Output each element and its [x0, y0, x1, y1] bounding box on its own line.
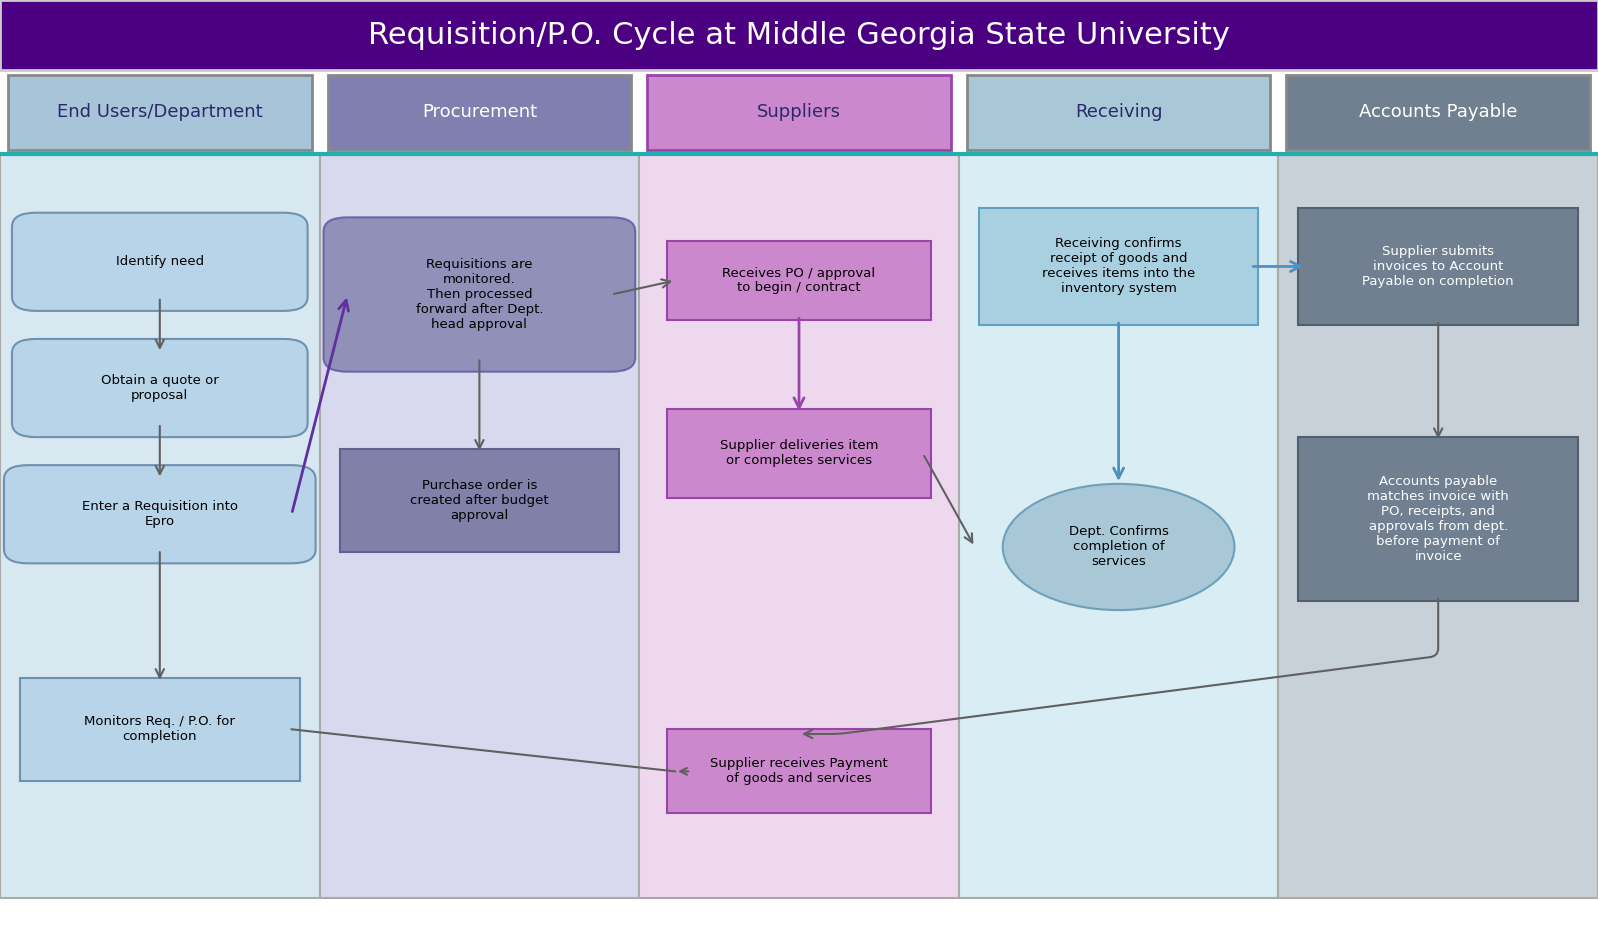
Text: Dept. Confirms
completion of
services: Dept. Confirms completion of services	[1069, 525, 1168, 568]
FancyBboxPatch shape	[1286, 75, 1590, 150]
FancyBboxPatch shape	[668, 729, 930, 813]
Text: Enter a Requisition into
Epro: Enter a Requisition into Epro	[81, 500, 238, 528]
Text: Supplier submits
invoices to Account
Payable on completion: Supplier submits invoices to Account Pay…	[1363, 245, 1513, 288]
Text: Supplier deliveries item
or completes services: Supplier deliveries item or completes se…	[719, 439, 879, 468]
FancyBboxPatch shape	[668, 410, 930, 497]
FancyBboxPatch shape	[978, 209, 1259, 325]
Text: Procurement: Procurement	[422, 103, 537, 122]
Text: Receiving: Receiving	[1075, 103, 1162, 122]
Ellipse shape	[1004, 484, 1235, 611]
FancyBboxPatch shape	[0, 0, 1598, 70]
FancyBboxPatch shape	[19, 678, 300, 781]
FancyBboxPatch shape	[1298, 209, 1579, 325]
FancyBboxPatch shape	[1298, 438, 1579, 601]
Text: Purchase order is
created after budget
approval: Purchase order is created after budget a…	[411, 479, 548, 522]
Text: Accounts payable
matches invoice with
PO, receipts, and
approvals from dept.
bef: Accounts payable matches invoice with PO…	[1368, 475, 1509, 563]
FancyBboxPatch shape	[8, 75, 312, 150]
FancyBboxPatch shape	[340, 449, 620, 552]
Text: Receiving confirms
receipt of goods and
receives items into the
inventory system: Receiving confirms receipt of goods and …	[1042, 237, 1195, 295]
Text: Monitors Req. / P.O. for
completion: Monitors Req. / P.O. for completion	[85, 715, 235, 743]
Text: Requisition/P.O. Cycle at Middle Georgia State University: Requisition/P.O. Cycle at Middle Georgia…	[368, 21, 1230, 50]
FancyBboxPatch shape	[328, 75, 631, 150]
FancyBboxPatch shape	[967, 75, 1270, 150]
Text: Accounts Payable: Accounts Payable	[1358, 103, 1518, 122]
FancyBboxPatch shape	[13, 212, 307, 310]
FancyBboxPatch shape	[0, 154, 320, 898]
FancyBboxPatch shape	[639, 154, 959, 898]
Text: Receives PO / approval
to begin / contract: Receives PO / approval to begin / contra…	[722, 266, 876, 295]
FancyBboxPatch shape	[13, 338, 307, 438]
FancyBboxPatch shape	[668, 241, 930, 320]
FancyBboxPatch shape	[647, 75, 951, 150]
Text: Suppliers: Suppliers	[757, 103, 841, 122]
Text: End Users/Department: End Users/Department	[58, 103, 262, 122]
Text: Identify need: Identify need	[115, 255, 205, 268]
FancyBboxPatch shape	[320, 154, 639, 898]
FancyBboxPatch shape	[1278, 154, 1598, 898]
FancyBboxPatch shape	[5, 465, 316, 563]
Text: Requisitions are
monitored.
Then processed
forward after Dept.
head approval: Requisitions are monitored. Then process…	[415, 258, 543, 331]
FancyBboxPatch shape	[959, 154, 1278, 898]
FancyBboxPatch shape	[323, 217, 636, 371]
Text: Supplier receives Payment
of goods and services: Supplier receives Payment of goods and s…	[710, 757, 888, 785]
Text: Obtain a quote or
proposal: Obtain a quote or proposal	[101, 374, 219, 402]
